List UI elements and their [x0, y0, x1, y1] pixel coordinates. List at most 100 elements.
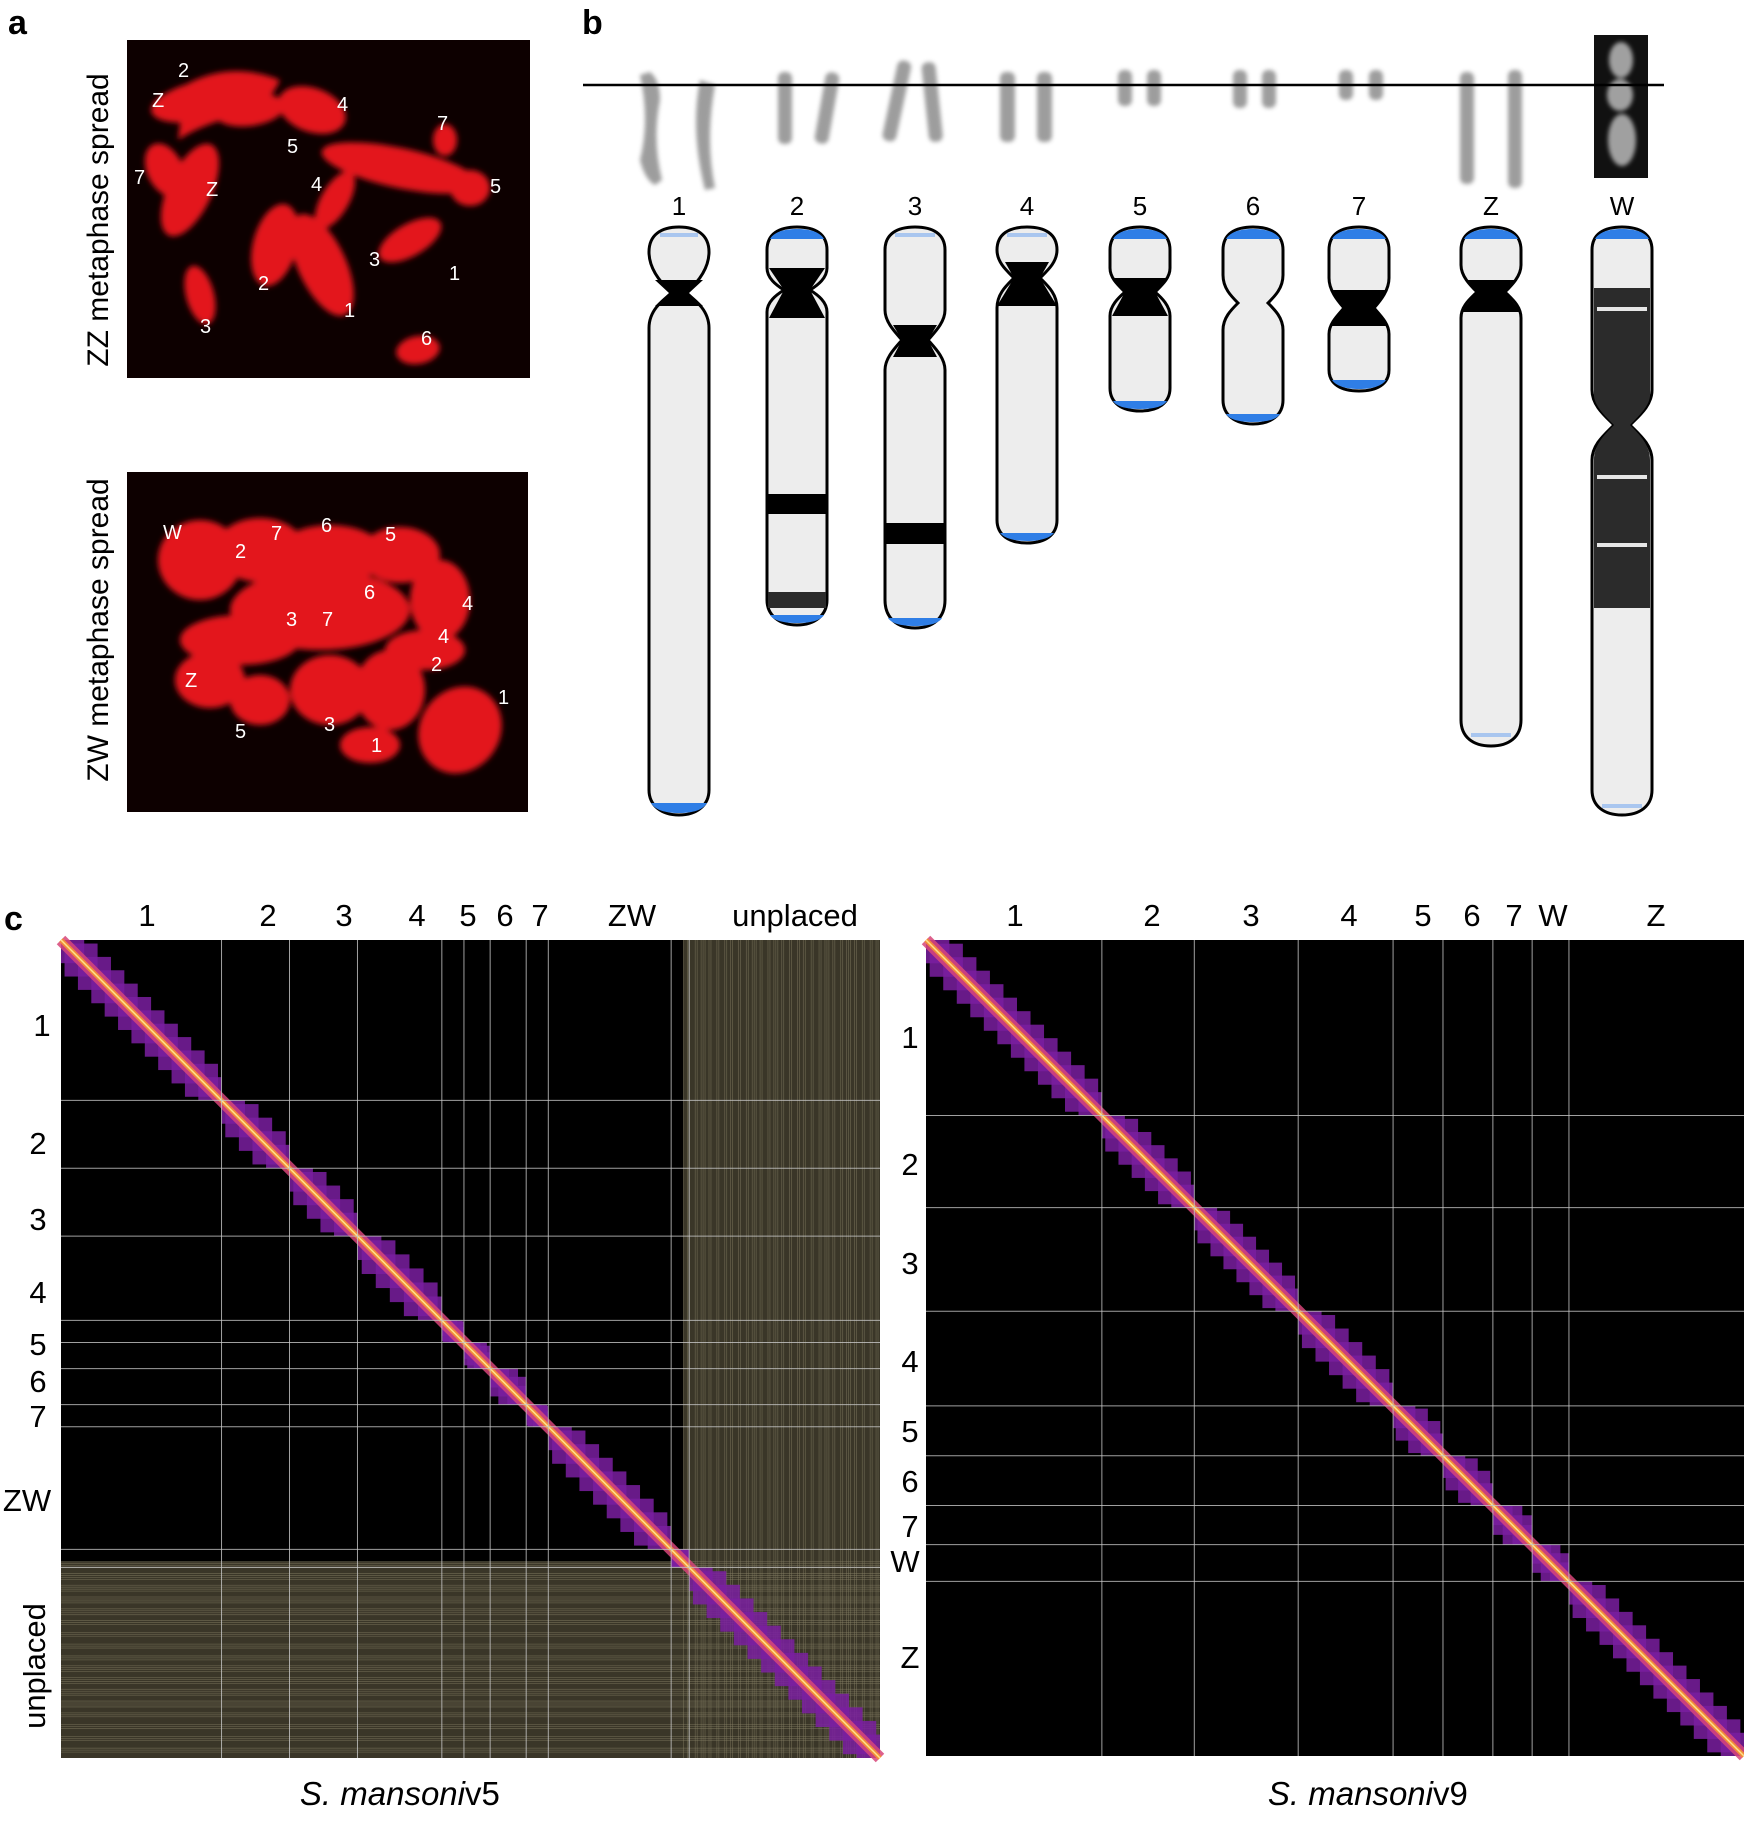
- v5-top-label: 1: [138, 898, 155, 933]
- ideogram-z: [1459, 225, 1523, 748]
- panel-b: 1 2 3 4 5 6 7 Z W: [583, 35, 1664, 817]
- zw-label: 1: [498, 687, 509, 709]
- v5-side-label: 1: [33, 1008, 50, 1043]
- v9-side-label: 3: [901, 1246, 918, 1281]
- ideogram-label-5: 5: [1133, 191, 1147, 221]
- v5-caption-species: S. mansoni: [300, 1775, 467, 1812]
- zz-label: 4: [311, 174, 322, 196]
- v9-side-label: 5: [901, 1414, 918, 1449]
- v5-side-label: 5: [29, 1327, 46, 1362]
- v9-top-label: 1: [1006, 898, 1023, 933]
- zz-label: 5: [490, 176, 501, 198]
- ideogram-label-4: 4: [1020, 191, 1034, 221]
- zw-label: 1: [371, 735, 382, 757]
- zw-label: 2: [235, 541, 246, 563]
- v9-top-label: W: [1538, 898, 1568, 933]
- hic-v9-side-labels: 1 2 3 4 5 6 7 W Z: [890, 1020, 920, 1675]
- zw-chromosome-labels: W 2 7 6 5 6 4 3 7 4 2 Z 1 5 3 1: [163, 515, 509, 757]
- v5-top-label: 3: [335, 898, 352, 933]
- hic-map-v5: 1 2 3 4 5 6 7 ZW unplaced 1 2 3 4 5 6 7 …: [3, 898, 885, 1812]
- panel-c: 1 2 3 4 5 6 7 ZW unplaced 1 2 3 4 5 6 7 …: [3, 898, 1744, 1812]
- v5-side-label: unplaced: [17, 1603, 52, 1729]
- v9-top-label: 7: [1505, 898, 1522, 933]
- v9-caption-species: S. mansoni: [1268, 1775, 1435, 1812]
- zw-label: Z: [185, 670, 197, 692]
- ideogram-label-z: Z: [1483, 191, 1499, 221]
- ideogram-label-2: 2: [790, 191, 804, 221]
- zw-label: 4: [462, 593, 473, 615]
- karyotype-photos: [640, 60, 1522, 190]
- v5-side-label: 4: [29, 1275, 46, 1310]
- zw-label: 7: [322, 609, 333, 631]
- zw-label: 6: [321, 515, 332, 537]
- v9-side-label: 2: [901, 1147, 918, 1182]
- v9-top-label: Z: [1647, 898, 1666, 933]
- zz-label: 1: [344, 300, 355, 322]
- v9-top-label: 5: [1414, 898, 1431, 933]
- zz-label: Z: [152, 90, 164, 112]
- v5-top-label: ZW: [608, 898, 657, 933]
- zz-label: 4: [337, 94, 348, 116]
- panel-label-b: b: [582, 4, 603, 42]
- v5-top-label: 7: [531, 898, 548, 933]
- zw-label: 2: [431, 654, 442, 676]
- panel-label-a: a: [8, 4, 28, 42]
- w-photo-chromosome: [1607, 42, 1636, 166]
- zw-label: 3: [324, 714, 335, 736]
- panel-label-c: c: [4, 900, 23, 938]
- zw-label: 4: [438, 626, 449, 648]
- v9-side-label: 7: [901, 1509, 918, 1544]
- hic-v9-top-labels: 1 2 3 4 5 6 7 W Z: [1006, 898, 1665, 933]
- ideogram-2: [765, 225, 829, 627]
- zz-label: 6: [421, 328, 432, 350]
- hic-v5-top-labels: 1 2 3 4 5 6 7 ZW unplaced: [138, 898, 858, 933]
- ideogram-w: [1590, 225, 1654, 817]
- ideogram-label-6: 6: [1246, 191, 1260, 221]
- v5-top-label: 2: [259, 898, 276, 933]
- ideogram-labels: 1 2 3 4 5 6 7 Z W: [672, 191, 1635, 221]
- v5-top-label: 4: [408, 898, 425, 933]
- zz-label: 3: [200, 316, 211, 338]
- zz-label: 1: [449, 263, 460, 285]
- zz-label: 5: [287, 136, 298, 158]
- ideogram-3: [883, 225, 947, 630]
- ideogram-label-3: 3: [908, 191, 922, 221]
- v9-top-label: 4: [1340, 898, 1357, 933]
- zz-metaphase-image: 2 Z 4 7 5 7 Z 4 5 3 1 2 1 3 6: [127, 40, 530, 378]
- zw-label: W: [163, 522, 182, 544]
- zw-label: 3: [286, 609, 297, 631]
- v9-side-label: 4: [901, 1344, 918, 1379]
- zw-label: 6: [364, 582, 375, 604]
- v9-side-label: W: [890, 1544, 920, 1579]
- v5-top-label: 5: [459, 898, 476, 933]
- v5-diagonal-line: [60, 939, 881, 1759]
- v9-top-label: 2: [1143, 898, 1160, 933]
- ideogram-5: [1108, 225, 1172, 413]
- ideogram-6: [1221, 225, 1285, 426]
- ideogram-label-7: 7: [1352, 191, 1366, 221]
- v5-side-label: 6: [29, 1364, 46, 1399]
- v9-top-label: 3: [1242, 898, 1259, 933]
- ideogram-label-1: 1: [672, 191, 686, 221]
- zw-metaphase-image: W 2 7 6 5 6 4 3 7 4 2 Z 1 5 3 1: [127, 472, 528, 812]
- hic-map-v9: 1 2 3 4 5 6 7 W Z 1 2 3 4 5 6 7 W Z: [890, 898, 1744, 1812]
- v5-top-label: 6: [496, 898, 513, 933]
- zz-label: 2: [258, 273, 269, 295]
- zz-label: Z: [206, 179, 218, 201]
- v9-top-label: 6: [1463, 898, 1480, 933]
- v5-side-label: 2: [29, 1126, 46, 1161]
- ideogram-label-w: W: [1610, 191, 1635, 221]
- zz-label: 2: [178, 60, 189, 82]
- v5-top-label: unplaced: [732, 898, 858, 933]
- zw-label: 7: [271, 523, 282, 545]
- v9-diagonal-line: [925, 939, 1744, 1757]
- v9-caption-version: v9: [1433, 1775, 1468, 1812]
- zw-spread-title: ZW metaphase spread: [82, 478, 115, 781]
- hic-v5-side-labels: 1 2 3 4 5 6 7 ZW unplaced: [3, 1008, 52, 1729]
- zw-label: 5: [235, 721, 246, 743]
- v5-caption-version: v5: [465, 1775, 500, 1812]
- zw-label: 5: [385, 524, 396, 546]
- ideogram-1: [647, 225, 711, 817]
- v9-side-label: 6: [901, 1464, 918, 1499]
